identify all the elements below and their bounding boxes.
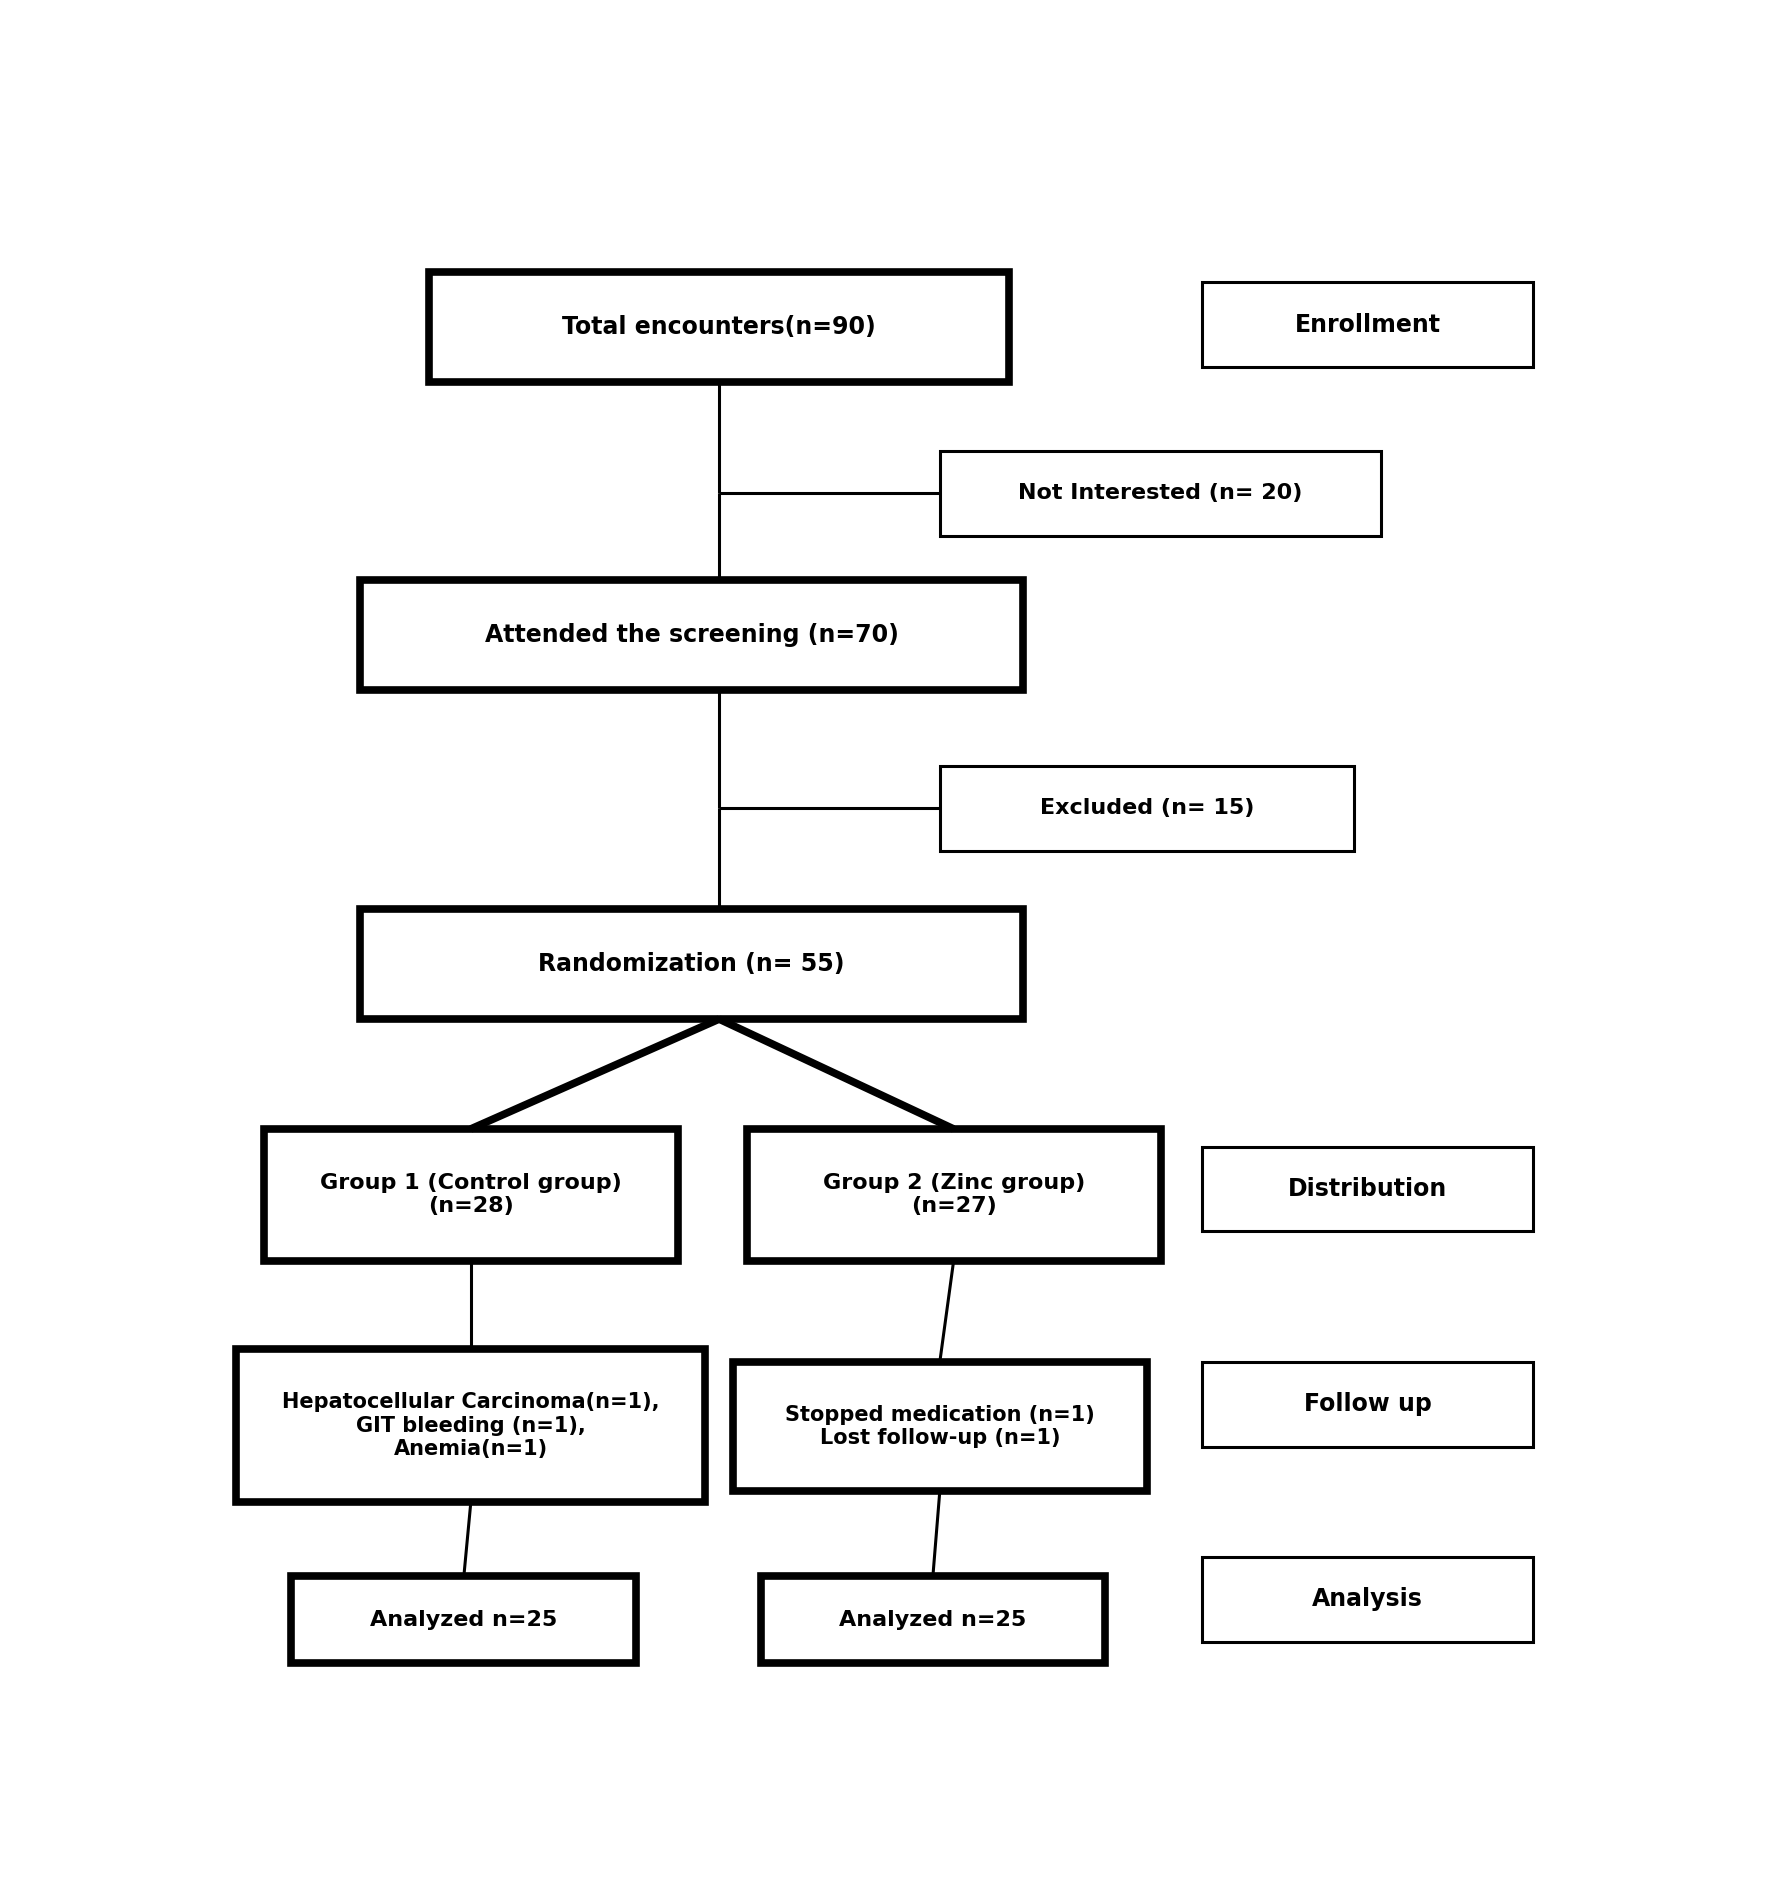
FancyBboxPatch shape — [940, 767, 1355, 850]
Text: Follow up: Follow up — [1303, 1392, 1431, 1417]
FancyBboxPatch shape — [1202, 1362, 1533, 1447]
Text: Not Interested (n= 20): Not Interested (n= 20) — [1018, 483, 1303, 504]
Text: Enrollment: Enrollment — [1294, 314, 1440, 337]
Text: Analysis: Analysis — [1312, 1586, 1422, 1611]
Text: Group 2 (Zinc group)
(n=27): Group 2 (Zinc group) (n=27) — [822, 1174, 1084, 1217]
FancyBboxPatch shape — [1202, 281, 1533, 367]
FancyBboxPatch shape — [292, 1575, 637, 1664]
FancyBboxPatch shape — [237, 1349, 705, 1503]
FancyBboxPatch shape — [733, 1362, 1146, 1491]
FancyBboxPatch shape — [361, 580, 1022, 690]
FancyBboxPatch shape — [1202, 1147, 1533, 1231]
Text: Stopped medication (n=1)
Lost follow-up (n=1): Stopped medication (n=1) Lost follow-up … — [785, 1406, 1095, 1447]
FancyBboxPatch shape — [1202, 1556, 1533, 1641]
FancyBboxPatch shape — [361, 909, 1022, 1019]
Text: Distribution: Distribution — [1289, 1177, 1447, 1200]
Text: Attended the screening (n=70): Attended the screening (n=70) — [484, 622, 899, 647]
Text: Total encounters(n=90): Total encounters(n=90) — [562, 316, 876, 339]
FancyBboxPatch shape — [429, 272, 1009, 382]
Text: Analyzed n=25: Analyzed n=25 — [840, 1609, 1027, 1630]
FancyBboxPatch shape — [748, 1130, 1161, 1261]
Text: Randomization (n= 55): Randomization (n= 55) — [538, 953, 846, 976]
Text: Group 1 (Control group)
(n=28): Group 1 (Control group) (n=28) — [320, 1174, 621, 1217]
FancyBboxPatch shape — [760, 1575, 1105, 1664]
Text: Analyzed n=25: Analyzed n=25 — [370, 1609, 557, 1630]
FancyBboxPatch shape — [263, 1130, 678, 1261]
Text: Excluded (n= 15): Excluded (n= 15) — [1040, 799, 1253, 818]
Text: Hepatocellular Carcinoma(n=1),
GIT bleeding (n=1),
Anemia(n=1): Hepatocellular Carcinoma(n=1), GIT bleed… — [281, 1392, 660, 1459]
FancyBboxPatch shape — [940, 451, 1381, 536]
